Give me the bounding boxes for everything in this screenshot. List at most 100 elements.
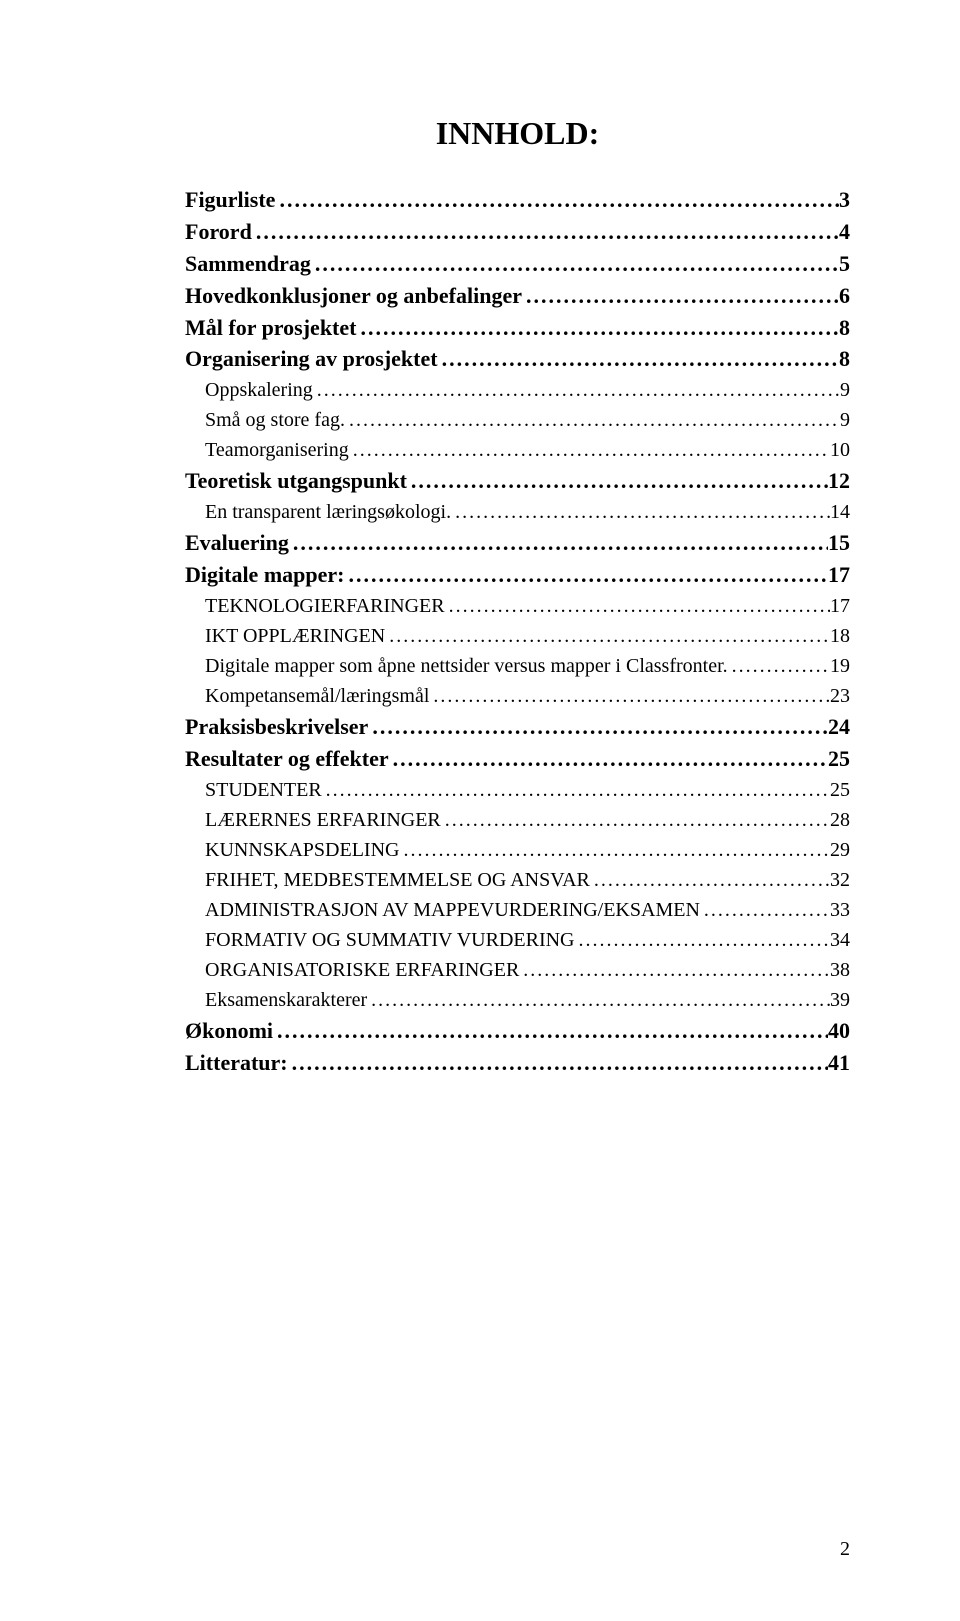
toc-leader (349, 435, 830, 465)
toc-leader (522, 280, 839, 312)
toc-entry: Teoretisk utgangspunkt 12 (185, 465, 850, 497)
toc-leader (389, 743, 828, 775)
toc-entry-page: 41 (828, 1047, 850, 1079)
toc-entry: Digitale mapper som åpne nettsider versu… (185, 651, 850, 681)
toc-leader (441, 805, 830, 835)
toc-entry-page: 29 (830, 835, 850, 865)
toc-title: INNHOLD: (185, 115, 850, 152)
toc-entry-label: Teoretisk utgangspunkt (185, 465, 407, 497)
toc-leader (407, 465, 828, 497)
toc-entry-page: 9 (840, 405, 850, 435)
toc-entry-page: 17 (828, 559, 850, 591)
toc-leader (451, 497, 830, 527)
toc-leader (399, 835, 830, 865)
toc-entry-page: 18 (830, 621, 850, 651)
toc-entry-label: KUNNSKAPSDELING (205, 835, 399, 865)
toc-entry: ORGANISATORISKE ERFARINGER 38 (185, 955, 850, 985)
toc-entry-label: Kompetansemål/læringsmål (205, 681, 429, 711)
toc-entry: ADMINISTRASJON AV MAPPEVURDERING/EKSAMEN… (185, 895, 850, 925)
toc-entry-label: Mål for prosjektet (185, 312, 356, 344)
toc-leader (368, 711, 828, 743)
toc-entry-page: 25 (828, 743, 850, 775)
toc-leader (590, 865, 830, 895)
toc-entry-label: Praksisbeskrivelser (185, 711, 368, 743)
toc-entry-page: 34 (830, 925, 850, 955)
toc-entry-label: Teamorganisering (205, 435, 349, 465)
toc-entry: FORMATIV OG SUMMATIV VURDERING 34 (185, 925, 850, 955)
toc-entry-page: 9 (840, 375, 850, 405)
toc-entry-page: 39 (830, 985, 850, 1015)
toc-entry: Forord 4 (185, 216, 850, 248)
toc-entry-label: Små og store fag. (205, 405, 345, 435)
toc-leader (273, 1015, 828, 1047)
toc-entry: Teamorganisering 10 (185, 435, 850, 465)
toc-leader (445, 591, 830, 621)
toc-leader (356, 312, 839, 344)
toc-leader (429, 681, 830, 711)
toc-entry: Små og store fag. 9 (185, 405, 850, 435)
toc-entry-page: 38 (830, 955, 850, 985)
toc-leader (700, 895, 830, 925)
toc-entry-page: 5 (839, 248, 850, 280)
toc-leader (367, 985, 830, 1015)
toc-entry: Sammendrag 5 (185, 248, 850, 280)
toc-entry-label: FORMATIV OG SUMMATIV VURDERING (205, 925, 575, 955)
toc-entry-label: IKT OPPLÆRINGEN (205, 621, 385, 651)
toc-entry: En transparent læringsøkologi.14 (185, 497, 850, 527)
toc-entry-page: 14 (830, 497, 850, 527)
toc-entry-page: 12 (828, 465, 850, 497)
toc-leader (345, 405, 840, 435)
toc-leader (728, 651, 830, 681)
toc-leader (322, 775, 830, 805)
toc-entry: Eksamenskarakterer 39 (185, 985, 850, 1015)
toc-entry-label: Økonomi (185, 1015, 273, 1047)
toc-leader (289, 527, 828, 559)
toc-leader (519, 955, 830, 985)
toc-entry: Digitale mapper: 17 (185, 559, 850, 591)
toc-leader (438, 343, 839, 375)
toc-leader (313, 375, 840, 405)
toc-entry-label: Digitale mapper: (185, 559, 344, 591)
toc-entry-page: 19 (830, 651, 850, 681)
toc-entry: Oppskalering 9 (185, 375, 850, 405)
toc-entry-label: Resultater og effekter (185, 743, 389, 775)
toc-entry-page: 32 (830, 865, 850, 895)
table-of-contents: Figurliste3Forord4Sammendrag5Hovedkonklu… (185, 184, 850, 1079)
toc-entry-page: 10 (830, 435, 850, 465)
toc-entry-label: ORGANISATORISKE ERFARINGER (205, 955, 519, 985)
toc-entry-page: 6 (839, 280, 850, 312)
toc-entry: STUDENTER25 (185, 775, 850, 805)
toc-entry-label: Sammendrag (185, 248, 311, 280)
toc-entry: Praksisbeskrivelser 24 (185, 711, 850, 743)
toc-entry-label: Oppskalering (205, 375, 313, 405)
toc-entry-page: 17 (830, 591, 850, 621)
toc-entry-label: LÆRERNES ERFARINGER (205, 805, 441, 835)
toc-leader (344, 559, 828, 591)
toc-entry-label: Eksamenskarakterer (205, 985, 367, 1015)
toc-entry-page: 40 (828, 1015, 850, 1047)
toc-entry: Evaluering 15 (185, 527, 850, 559)
toc-entry: LÆRERNES ERFARINGER 28 (185, 805, 850, 835)
toc-entry-page: 8 (839, 312, 850, 344)
toc-entry-label: TEKNOLOGIERFARINGER (205, 591, 445, 621)
toc-entry: Litteratur: 41 (185, 1047, 850, 1079)
toc-entry-page: 28 (830, 805, 850, 835)
page-number: 2 (840, 1538, 850, 1561)
toc-entry: Kompetansemål/læringsmål23 (185, 681, 850, 711)
toc-entry-label: Evaluering (185, 527, 289, 559)
toc-leader (311, 248, 839, 280)
toc-entry-page: 24 (828, 711, 850, 743)
toc-entry-page: 15 (828, 527, 850, 559)
toc-entry-page: 4 (839, 216, 850, 248)
toc-entry-label: Figurliste (185, 184, 275, 216)
toc-entry-page: 8 (839, 343, 850, 375)
toc-entry: Figurliste3 (185, 184, 850, 216)
toc-leader (288, 1047, 828, 1079)
toc-entry-label: STUDENTER (205, 775, 322, 805)
toc-entry: Organisering av prosjektet8 (185, 343, 850, 375)
toc-leader (275, 184, 839, 216)
toc-entry-label: FRIHET, MEDBESTEMMELSE OG ANSVAR (205, 865, 590, 895)
toc-entry: FRIHET, MEDBESTEMMELSE OG ANSVAR 32 (185, 865, 850, 895)
toc-entry-label: Litteratur: (185, 1047, 288, 1079)
toc-entry-label: Forord (185, 216, 252, 248)
